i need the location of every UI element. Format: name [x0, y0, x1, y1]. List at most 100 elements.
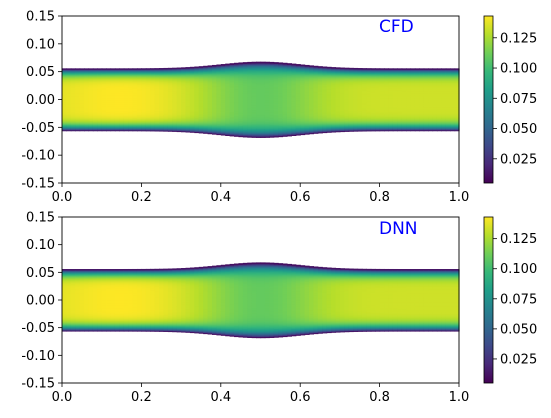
field-cell	[75, 75, 81, 78]
field-cell	[309, 84, 315, 87]
field-cell	[216, 115, 222, 118]
field-cell	[366, 122, 372, 125]
field-cell	[379, 89, 385, 91]
field-cell	[172, 84, 178, 87]
field-cell	[313, 98, 319, 101]
field-cell	[291, 88, 297, 91]
field-cell	[66, 120, 72, 122]
field-cell	[300, 85, 306, 88]
field-cell	[278, 121, 284, 124]
field-cell	[326, 98, 332, 101]
field-cell	[282, 101, 288, 104]
field-cell	[154, 100, 160, 103]
field-cell	[176, 128, 182, 130]
field-cell	[203, 66, 209, 69]
field-cell	[198, 119, 204, 122]
field-cell	[361, 126, 367, 129]
field-cell	[128, 76, 134, 79]
field-cell	[194, 78, 200, 81]
field-cell	[313, 104, 319, 106]
field-cell	[119, 94, 125, 96]
field-cell	[62, 93, 68, 95]
field-cell	[419, 111, 425, 114]
field-cell	[145, 104, 151, 107]
field-cell	[207, 67, 213, 70]
field-cell	[185, 70, 191, 72]
field-cell	[317, 109, 323, 112]
field-cell	[251, 105, 257, 108]
field-cell	[136, 102, 142, 105]
field-cell	[114, 129, 120, 132]
field-cell	[62, 108, 68, 111]
field-cell	[163, 127, 169, 130]
field-cell	[106, 107, 112, 110]
field-cell	[176, 108, 182, 110]
field-cell	[84, 79, 90, 82]
field-cell	[220, 118, 226, 121]
field-cell	[313, 78, 319, 80]
field-cell	[278, 84, 284, 87]
field-cell	[114, 93, 120, 95]
field-cell	[428, 117, 434, 119]
field-cell	[401, 92, 407, 94]
field-cell	[273, 106, 279, 109]
field-cell	[220, 117, 226, 119]
field-cell	[185, 127, 191, 130]
field-cell	[216, 112, 222, 115]
field-cell	[128, 73, 134, 76]
field-cell	[75, 100, 81, 103]
field-cell	[92, 83, 98, 86]
field-cell	[211, 82, 217, 84]
field-cell	[260, 134, 266, 137]
field-cell	[136, 109, 142, 112]
field-cell	[313, 121, 319, 124]
field-cell	[331, 90, 337, 93]
field-cell	[242, 99, 248, 102]
field-cell	[181, 118, 187, 121]
field-cell	[88, 96, 94, 99]
field-cell	[66, 102, 72, 105]
field-cell	[119, 117, 125, 119]
field-cell	[207, 92, 213, 95]
field-cell	[238, 132, 244, 135]
field-cell	[101, 71, 107, 74]
field-cell	[286, 74, 292, 76]
field-cell	[220, 121, 226, 124]
field-cell	[145, 77, 151, 80]
field-cell	[185, 122, 191, 124]
field-cell	[154, 105, 160, 108]
field-cell	[348, 105, 354, 108]
field-cell	[295, 112, 301, 115]
field-cell	[344, 100, 350, 103]
field-cell	[150, 120, 156, 123]
field-cell	[225, 70, 231, 73]
field-cell	[132, 74, 138, 77]
field-cell	[278, 114, 284, 117]
field-cell	[326, 130, 332, 132]
field-cell	[75, 114, 81, 116]
field-cell	[335, 128, 341, 131]
field-cell	[392, 76, 398, 79]
field-cell	[353, 77, 359, 80]
field-cell	[282, 123, 288, 126]
field-cell	[344, 93, 350, 95]
field-cell	[419, 98, 425, 101]
field-cell	[132, 100, 138, 103]
field-cell	[251, 78, 257, 80]
field-cell	[304, 69, 310, 72]
field-cell	[110, 82, 116, 85]
field-cell	[401, 75, 407, 78]
field-cell	[247, 115, 253, 118]
field-cell	[189, 114, 195, 117]
field-cell	[295, 95, 301, 98]
field-cell	[176, 101, 182, 104]
field-cell	[260, 120, 266, 123]
field-cell	[313, 65, 319, 68]
field-cell	[335, 87, 341, 90]
field-cell	[114, 123, 120, 126]
field-cell	[119, 111, 125, 114]
field-cell	[366, 80, 372, 83]
field-cell	[300, 112, 306, 115]
field-cell	[167, 117, 173, 120]
field-cell	[273, 131, 279, 134]
